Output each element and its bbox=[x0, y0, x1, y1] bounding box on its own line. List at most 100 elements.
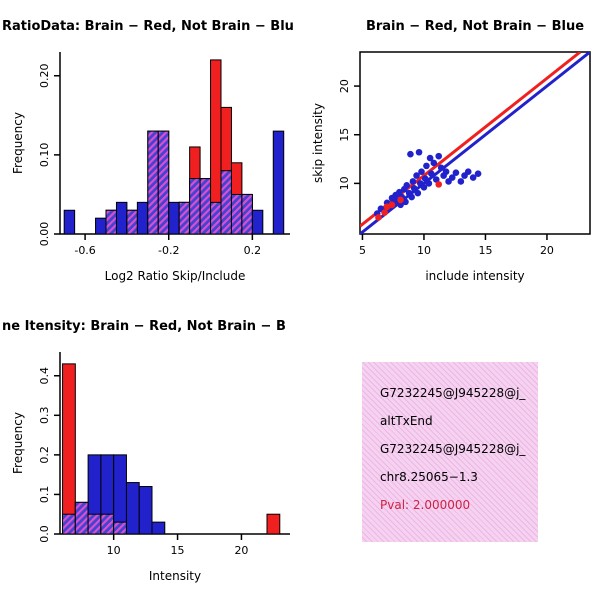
scatter-point-not-brain bbox=[437, 164, 445, 172]
x-tick-label: -0.2 bbox=[158, 244, 179, 257]
histogram-bar-overlap bbox=[178, 201, 191, 235]
intensity-scatter-chart: Brain − Red, Not Brain − Blue 5 10 15 20 10 15… bbox=[311, 19, 591, 283]
histogram-bar-overlap bbox=[105, 209, 117, 235]
y-tick-label: 0.2 bbox=[38, 446, 51, 464]
scatter-content bbox=[360, 52, 590, 234]
scatter-point-not-brain bbox=[409, 178, 417, 185]
y-tick-label: 0.20 bbox=[38, 63, 51, 88]
histogram-bar-overlap bbox=[113, 521, 127, 535]
scatter-point-not-brain bbox=[403, 182, 411, 189]
x-tick-label: 10 bbox=[417, 244, 431, 257]
histogram-bar bbox=[62, 363, 76, 535]
scatter-point-not-brain bbox=[442, 168, 450, 176]
histogram-bar-overlap bbox=[189, 178, 201, 235]
histogram-bar bbox=[95, 217, 107, 235]
scatter-point-not-brain bbox=[414, 189, 422, 197]
chart-title: RatioData: Brain − Red, Not Brain − Blu bbox=[2, 19, 294, 34]
scatter-point-not-brain bbox=[425, 180, 433, 187]
histogram-bar-overlap bbox=[241, 193, 253, 235]
histogram-bar bbox=[63, 209, 76, 235]
x-tick-label: 15 bbox=[478, 244, 492, 257]
y-axis-label: Frequency bbox=[11, 412, 25, 474]
scatter-point-not-brain bbox=[413, 172, 420, 179]
y-axis-label: Frequency bbox=[11, 112, 25, 174]
histogram-bar-overlap bbox=[147, 130, 159, 235]
x-tick-label: -0.6 bbox=[74, 244, 95, 257]
x-tick-label: 15 bbox=[171, 544, 185, 557]
histogram-bar-overlap bbox=[87, 513, 102, 535]
scatter-point-not-brain bbox=[430, 159, 438, 167]
gene-info-box: G7232245@J945228@j_ altTxEnd G7232245@J9… bbox=[362, 362, 538, 542]
scatter-point-brain bbox=[388, 201, 396, 209]
scatter-point-not-brain bbox=[408, 193, 415, 201]
event-type-text: altTxEnd bbox=[380, 414, 433, 428]
scatter-point-not-brain bbox=[469, 174, 477, 181]
y-tick-label: 0.3 bbox=[38, 407, 51, 425]
scatter-point-not-brain bbox=[410, 184, 418, 192]
scatter-point-not-brain bbox=[452, 169, 460, 176]
plot-box bbox=[359, 51, 591, 235]
x-axis-label: Intensity bbox=[149, 569, 201, 583]
histogram-bar-overlap bbox=[100, 513, 115, 535]
histogram-bar bbox=[125, 482, 140, 535]
scatter-point-not-brain bbox=[397, 201, 404, 209]
x-axis-label: Log2 Ratio Skip/Include bbox=[105, 269, 246, 283]
scatter-point-not-brain bbox=[432, 176, 440, 183]
scatter-point-not-brain bbox=[420, 183, 428, 191]
y-tick-label: 20 bbox=[338, 79, 351, 93]
y-axis-label: skip intensity bbox=[311, 103, 325, 183]
chart-title: ne Itensity: Brain − Red, Not Brain − B bbox=[2, 319, 286, 334]
histogram-bar bbox=[136, 201, 149, 235]
scatter-point-not-brain bbox=[396, 188, 403, 196]
y-tick-label: 10 bbox=[338, 176, 351, 190]
histogram-bar-overlap bbox=[62, 513, 76, 535]
chart-title: Brain − Red, Not Brain − Blue bbox=[366, 19, 584, 34]
x-axis-label: include intensity bbox=[425, 269, 524, 283]
y-tick-label: 0.10 bbox=[38, 143, 51, 168]
scatter-point-not-brain bbox=[474, 170, 482, 177]
y-tick-label: 0.4 bbox=[38, 367, 51, 385]
histogram-bar-overlap bbox=[210, 201, 222, 235]
y-tick-label: 0.0 bbox=[38, 525, 51, 543]
pval-text: Pval: 2.000000 bbox=[380, 498, 471, 512]
scatter-point-not-brain bbox=[407, 150, 414, 158]
y-tick-label: 0.1 bbox=[38, 486, 51, 504]
scatter-point-not-brain bbox=[448, 174, 456, 181]
scatter-point-not-brain bbox=[415, 148, 423, 156]
histogram-bar bbox=[251, 209, 264, 235]
scatter-point-brain bbox=[435, 181, 443, 188]
gene-id-text: G7232245@J945228@j_ bbox=[380, 386, 526, 400]
scatter-point-brain bbox=[381, 209, 388, 216]
scatter-point-brain bbox=[375, 214, 382, 221]
x-tick-label: 5 bbox=[359, 244, 366, 257]
histogram-bar-overlap bbox=[126, 209, 138, 235]
histogram-bar bbox=[138, 486, 153, 535]
chromosome-location-text: chr8.25065−1.3 bbox=[380, 470, 478, 484]
scatter-point-not-brain bbox=[428, 170, 435, 177]
scatter-point-not-brain bbox=[464, 168, 472, 176]
histogram-bar-overlap bbox=[74, 501, 89, 535]
x-tick-label: 10 bbox=[107, 544, 121, 557]
scatter-point-brain bbox=[397, 196, 404, 204]
scatter-point-not-brain bbox=[457, 178, 465, 185]
histogram-bar bbox=[272, 130, 285, 235]
histogram-bar bbox=[151, 521, 166, 535]
histogram-bar-overlap bbox=[220, 170, 232, 235]
histogram-bar-overlap bbox=[230, 193, 243, 235]
histogram-bar-overlap bbox=[199, 178, 212, 235]
ratio-histogram-chart: RatioData: Brain − Red, Not Brain − Blu -… bbox=[2, 19, 294, 283]
scatter-point-not-brain bbox=[435, 152, 443, 160]
histogram-bar bbox=[266, 513, 281, 535]
x-tick-label: 0.2 bbox=[244, 244, 262, 257]
scatter-point-not-brain bbox=[418, 168, 425, 176]
histogram-bar bbox=[168, 201, 180, 235]
junction-id-text: G7232245@J945228@j_ bbox=[380, 442, 526, 456]
scatter-point-not-brain bbox=[426, 154, 434, 162]
gene-intensity-histogram-chart: ne Itensity: Brain − Red, Not Brain − B 1… bbox=[2, 319, 290, 583]
scatter-point-not-brain bbox=[421, 175, 429, 182]
y-tick-label: 0.00 bbox=[38, 222, 51, 247]
y-tick-label: 15 bbox=[338, 128, 351, 142]
x-tick-label: 20 bbox=[540, 244, 554, 257]
histogram-bar bbox=[115, 201, 128, 235]
